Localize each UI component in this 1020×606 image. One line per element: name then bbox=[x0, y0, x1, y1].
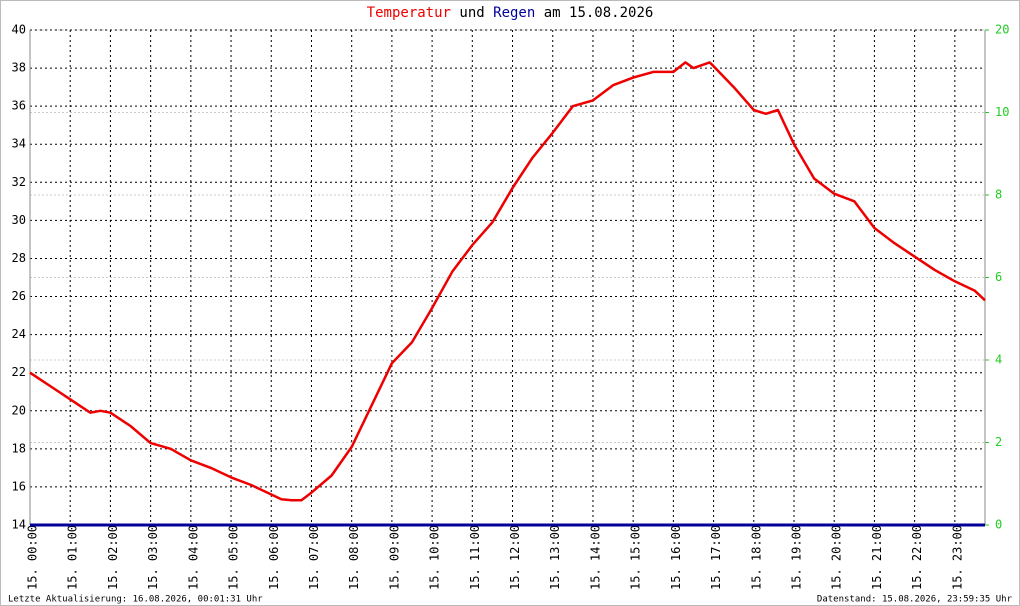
x-tick-label: 15. 00:00 bbox=[26, 525, 40, 590]
y2-tick-label: 2 bbox=[995, 435, 1002, 449]
x-tick-label: 15. 15:00 bbox=[629, 525, 643, 590]
chart-title: Temperatur und Regen am 15.08.2026 bbox=[367, 5, 654, 21]
y-tick-label: 36 bbox=[12, 99, 26, 113]
y-tick-label: 22 bbox=[12, 365, 26, 379]
y-tick-label: 34 bbox=[12, 137, 26, 151]
y-tick-label: 38 bbox=[12, 61, 26, 75]
x-tick-label: 15. 09:00 bbox=[387, 525, 401, 590]
y2-tick-label: 20 bbox=[995, 23, 1009, 37]
x-tick-label: 15. 07:00 bbox=[307, 525, 321, 590]
x-tick-label: 15. 19:00 bbox=[790, 525, 804, 590]
title-temperature: Temperatur bbox=[367, 5, 451, 21]
x-tick-label: 15. 20:00 bbox=[830, 525, 844, 590]
x-tick-label: 15. 14:00 bbox=[588, 525, 602, 590]
y-tick-label: 20 bbox=[12, 403, 26, 417]
x-tick-label: 15. 02:00 bbox=[106, 525, 120, 590]
x-tick-label: 15. 23:00 bbox=[950, 525, 964, 590]
y-tick-label: 16 bbox=[12, 479, 26, 493]
y2-tick-label: 8 bbox=[995, 188, 1002, 202]
x-tick-label: 15. 17:00 bbox=[709, 525, 723, 590]
y-tick-label: 30 bbox=[12, 213, 26, 227]
title-and: und bbox=[459, 5, 484, 21]
footer-right: Datenstand: 15.08.2026, 23:59:35 Uhr bbox=[817, 595, 1013, 605]
y-tick-label: 26 bbox=[12, 289, 26, 303]
x-tick-label: 15. 10:00 bbox=[428, 525, 442, 590]
x-tick-label: 15. 08:00 bbox=[347, 525, 361, 590]
y-tick-label: 32 bbox=[12, 175, 26, 189]
x-tick-label: 15. 21:00 bbox=[870, 525, 884, 590]
y-tick-label: 28 bbox=[12, 251, 26, 265]
x-tick-label: 15. 06:00 bbox=[267, 525, 281, 590]
y2-tick-label: 10 bbox=[995, 105, 1009, 119]
y2-tick-label: 4 bbox=[995, 353, 1002, 367]
x-tick-label: 15. 18:00 bbox=[749, 525, 763, 590]
x-tick-label: 15. 01:00 bbox=[66, 525, 80, 590]
x-tick-label: 15. 04:00 bbox=[186, 525, 200, 590]
x-tick-label: 15. 11:00 bbox=[468, 525, 482, 590]
title-rain: Regen bbox=[493, 5, 535, 21]
y-tick-label: 40 bbox=[12, 23, 26, 37]
y-tick-label: 14 bbox=[12, 518, 26, 532]
x-tick-label: 15. 12:00 bbox=[508, 525, 522, 590]
x-tick-label: 15. 16:00 bbox=[669, 525, 683, 590]
x-tick-label: 15. 03:00 bbox=[146, 525, 160, 590]
x-tick-label: 15. 05:00 bbox=[227, 525, 241, 590]
x-tick-label: 15. 22:00 bbox=[910, 525, 924, 590]
x-tick-label: 15. 13:00 bbox=[548, 525, 562, 590]
title-date: am 15.08.2026 bbox=[544, 5, 654, 21]
y-tick-label: 18 bbox=[12, 441, 26, 455]
temperature-line bbox=[29, 61, 986, 502]
y-tick-label: 24 bbox=[12, 327, 26, 341]
y2-tick-label: 6 bbox=[995, 270, 1002, 284]
footer-left: Letzte Aktualisierung: 16.08.2026, 00:01… bbox=[8, 595, 263, 605]
y2-tick-label: 0 bbox=[995, 518, 1002, 532]
